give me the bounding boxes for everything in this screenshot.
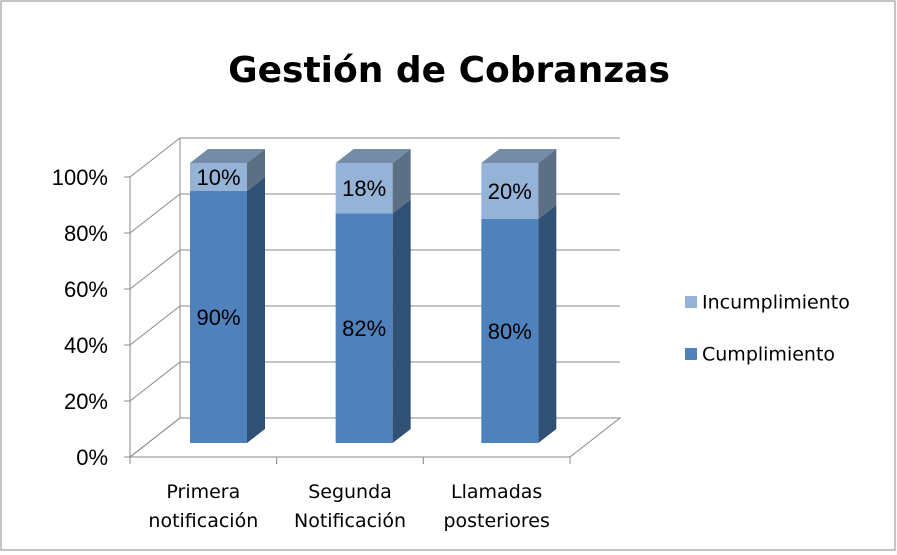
- grid-line: [129, 137, 181, 178]
- bar: [335, 213, 393, 443]
- legend-label: Incumplimiento: [702, 292, 850, 314]
- bar: [481, 163, 539, 219]
- legend-label: Cumplimiento: [702, 344, 835, 366]
- y-tick-label: 0%: [76, 445, 108, 470]
- value-label: 82%: [342, 316, 386, 341]
- bar: [335, 163, 393, 214]
- grid-line: [129, 193, 181, 234]
- y-tick-label: 20%: [64, 389, 108, 414]
- y-tick-label: 60%: [64, 277, 108, 302]
- legend-swatch: [685, 348, 697, 360]
- bar-top: [481, 149, 557, 163]
- bar-side: [247, 177, 265, 443]
- grid-line: [129, 361, 181, 402]
- bar-top: [335, 149, 411, 163]
- value-label: 18%: [342, 176, 386, 201]
- value-label: 20%: [488, 179, 532, 204]
- x-tick-label: Segunda Notificación: [294, 481, 406, 532]
- bar-side: [392, 149, 411, 214]
- y-tick-label: 80%: [64, 221, 108, 246]
- bar: [190, 163, 247, 191]
- chart-title: Gestión de Cobranzas: [228, 50, 670, 91]
- grid-line: [129, 305, 181, 346]
- y-tick-label: 40%: [64, 333, 108, 358]
- bar-side: [538, 149, 557, 219]
- legend-swatch: [685, 296, 697, 308]
- bar: [481, 219, 539, 443]
- value-label: 80%: [488, 319, 532, 344]
- y-tick-label: 100%: [52, 165, 108, 190]
- bar: [190, 191, 247, 443]
- bar-top: [190, 149, 265, 163]
- grid-line: [129, 249, 181, 290]
- bar-side: [538, 205, 557, 443]
- value-label: 10%: [196, 165, 240, 190]
- bar-side: [392, 199, 411, 443]
- x-tick-label: Llamadas posteriores: [443, 481, 549, 532]
- x-tick-label: Primera notificación: [148, 481, 258, 532]
- grid-line: [129, 417, 181, 458]
- value-label: 90%: [196, 305, 240, 330]
